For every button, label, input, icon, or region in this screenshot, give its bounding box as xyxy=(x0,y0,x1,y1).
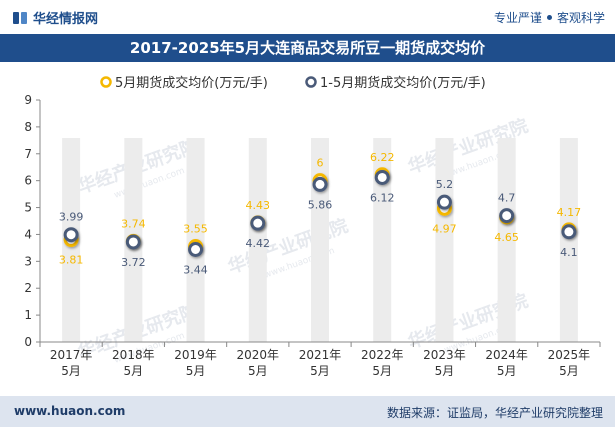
x-tick-label-month: 5月 xyxy=(248,364,268,378)
y-tick-label: 9 xyxy=(24,93,32,107)
y-tick-label: 1 xyxy=(24,308,32,322)
y-tick-label: 4 xyxy=(24,227,32,241)
x-tick-label-year: 2023年 xyxy=(423,348,466,362)
footer-source: 数据来源：证监局，华经产业研究院整理 xyxy=(386,406,603,420)
series2-point xyxy=(312,176,328,192)
top-bar: 华经情报网 专业严谨 客观科学 xyxy=(0,0,615,35)
series2-data-label: 3.99 xyxy=(59,211,84,224)
x-tick-label-year: 2019年 xyxy=(174,348,217,362)
watermarks: 华经产业研究院www.huaon.com华经产业研究院www.huaon.com… xyxy=(75,114,531,365)
y-tick-label: 2 xyxy=(24,281,32,295)
series2-data-label: 5.86 xyxy=(308,198,333,211)
x-tick-label-month: 5月 xyxy=(372,364,392,378)
series2-point xyxy=(125,234,141,250)
plot-area: 0 1 2 3 4 5 6 7 8 9 2017年 5月 2018年 5月 2019年 5月 2020年 5月 20… xyxy=(24,93,601,378)
series2-point xyxy=(499,208,515,224)
series1-data-label: 3.74 xyxy=(121,217,146,230)
category-bar xyxy=(435,138,454,342)
x-tick-label-year: 2025年 xyxy=(548,348,591,362)
slogan-left: 专业严谨 xyxy=(493,11,542,25)
x-tick-label-year: 2018年 xyxy=(112,348,155,362)
x-tick-label-month: 5月 xyxy=(497,364,517,378)
slogan-dot-icon xyxy=(546,15,552,20)
x-tick-label-year: 2021年 xyxy=(299,348,342,362)
series1-data-label: 4.65 xyxy=(494,231,519,244)
series1-data-label: 3.81 xyxy=(59,254,84,267)
legend: 5月期货成交均价(万元/手) 1-5月期货成交均价(万元/手) xyxy=(100,75,486,91)
series1-data-label: 4.97 xyxy=(432,222,457,235)
footer-site: www.huaon.com xyxy=(14,404,126,418)
x-tick-label-month: 5月 xyxy=(559,364,579,378)
series2-point xyxy=(188,242,204,258)
category-bar xyxy=(559,138,578,342)
series2-point xyxy=(436,194,452,210)
x-tick-label-month: 5月 xyxy=(124,364,144,378)
series2-data-label: 6.12 xyxy=(370,191,395,204)
series1-data-label: 6.22 xyxy=(370,151,395,164)
y-tick-label: 8 xyxy=(24,120,32,134)
x-tick-label-month: 5月 xyxy=(435,364,455,378)
x-tick-label-year: 2022年 xyxy=(361,348,404,362)
x-tick-label-year: 2020年 xyxy=(237,348,280,362)
chart: 华经产业研究院www.huaon.com华经产业研究院www.huaon.com… xyxy=(24,75,601,378)
series2-data-label: 3.44 xyxy=(183,264,208,277)
series1-data-label: 4.17 xyxy=(557,206,582,219)
series1-data-label: 6 xyxy=(317,157,324,170)
x-tick-label-year: 2024年 xyxy=(485,348,528,362)
chart-title: 2017-2025年5月大连商品交易所豆一期货成交均价 xyxy=(0,34,615,62)
x-tick-label-month: 5月 xyxy=(310,364,330,378)
series2-point xyxy=(63,227,79,243)
series2-point xyxy=(374,169,390,185)
slogan-right: 客观科学 xyxy=(556,11,605,25)
series1-data-label: 3.55 xyxy=(183,223,208,236)
footer: www.huaon.com 数据来源：证监局，华经产业研究院整理 xyxy=(0,396,615,427)
y-tick-label: 0 xyxy=(24,335,32,349)
legend-label-1: 5月期货成交均价(万元/手) xyxy=(115,75,268,91)
series2-data-label: 4.7 xyxy=(498,192,516,205)
x-tick-label-year: 2017年 xyxy=(50,348,93,362)
series1-data-label: 4.43 xyxy=(246,199,271,212)
legend-marker-1 xyxy=(100,76,112,88)
y-tick-label: 5 xyxy=(24,201,32,215)
brand-name: 华经情报网 xyxy=(33,12,99,27)
x-tick-label-month: 5月 xyxy=(186,364,206,378)
category-bar xyxy=(373,138,392,342)
series2-data-label: 5.2 xyxy=(436,178,454,191)
series2-data-label: 4.42 xyxy=(246,237,271,250)
y-tick-label: 6 xyxy=(24,174,32,188)
slogan: 专业严谨 客观科学 xyxy=(494,9,605,26)
legend-label-2: 1-5月期货成交均价(万元/手) xyxy=(320,75,486,91)
category-bar xyxy=(497,138,516,342)
brand-logo-icon xyxy=(13,11,27,24)
series2-point xyxy=(250,215,266,231)
brand: 华经情报网 xyxy=(12,8,98,27)
y-tick-label: 3 xyxy=(24,254,32,268)
category-bar xyxy=(248,138,267,342)
series2-data-label: 3.72 xyxy=(121,256,146,269)
x-tick-label-month: 5月 xyxy=(61,364,81,378)
legend-marker-2 xyxy=(305,76,317,88)
y-tick-label: 7 xyxy=(24,147,32,161)
series2-point xyxy=(561,224,577,240)
series2-data-label: 4.1 xyxy=(560,246,578,259)
